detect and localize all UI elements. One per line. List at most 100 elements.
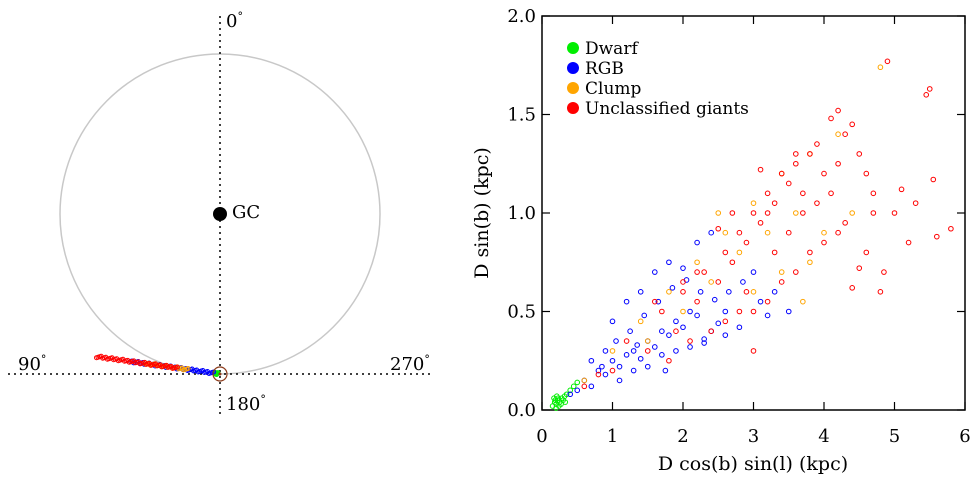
data-point-unclassified-giants [877, 289, 884, 295]
data-point-unclassified-giants [694, 269, 700, 275]
data-point-unclassified-giants [764, 298, 771, 305]
data-point-clump [778, 269, 785, 275]
data-point-unclassified-giants [785, 229, 792, 236]
x-tick-label: 2 [677, 426, 688, 447]
data-point-unclassified-giants [870, 190, 877, 197]
legend-marker [567, 42, 579, 54]
data-point-clump [666, 289, 672, 295]
data-point-unclassified-giants [673, 328, 679, 335]
data-point-clump [581, 377, 588, 384]
data-point-unclassified-giants [680, 289, 686, 295]
data-point-rgb [687, 308, 693, 315]
data-point-unclassified-giants [729, 210, 736, 216]
data-point-rgb [623, 352, 630, 358]
data-point-unclassified-giants [835, 160, 841, 167]
legend-marker [567, 102, 579, 114]
data-point-rgb [711, 296, 718, 303]
data-point-unclassified-giants [609, 367, 616, 374]
data-point-unclassified-giants [757, 166, 764, 173]
legend-marker [567, 62, 579, 74]
data-point-unclassified-giants [930, 176, 937, 183]
data-point-unclassified-giants [863, 170, 870, 177]
data-point-unclassified-giants [659, 308, 665, 315]
data-point-rgb [588, 357, 595, 364]
data-point-rgb [669, 285, 676, 291]
data-point-unclassified-giants [905, 239, 912, 246]
data-point-rgb [764, 312, 771, 319]
data-point-rgb [662, 367, 669, 374]
gc-label: GC [232, 202, 260, 223]
data-point-unclassified-giants [842, 220, 848, 226]
data-point-dwarf [567, 387, 574, 394]
legend-label: RGB [585, 59, 624, 79]
data-point-unclassified-giants [849, 121, 856, 128]
data-point-rgb [680, 324, 686, 331]
data-point-rgb [637, 289, 644, 295]
data-point-rgb [740, 279, 746, 285]
data-point-rgb [655, 298, 662, 305]
data-point-clump [722, 229, 729, 236]
data-point-rgb [666, 332, 672, 338]
y-tick-label: 1.5 [507, 105, 536, 126]
legend-marker [567, 82, 579, 94]
data-point-clump [680, 308, 686, 315]
left-panel-points [94, 353, 221, 378]
data-point-unclassified-giants [694, 298, 700, 305]
data-point-clump [849, 210, 856, 216]
data-point-unclassified-giants [743, 239, 750, 246]
data-point-rgb [627, 328, 633, 335]
data-point-unclassified-giants [912, 200, 919, 206]
data-point-unclassified-giants [757, 220, 764, 226]
data-point-rgb [630, 348, 637, 354]
data-point-unclassified-giants [800, 190, 806, 197]
galactic-center-marker [213, 207, 227, 221]
data-point-unclassified-giants [750, 308, 757, 315]
data-point-unclassified-giants [863, 249, 870, 256]
data-point-rgb [673, 348, 679, 354]
x-tick-label: 0 [536, 426, 547, 447]
sun-marker [212, 366, 228, 382]
data-point-unclassified-giants [750, 210, 757, 216]
data-point-rgb [715, 320, 722, 327]
data-point-unclassified-giants [821, 239, 827, 246]
data-point-clump [637, 318, 644, 325]
data-point-unclassified-giants [715, 225, 722, 232]
data-point-unclassified-giants [581, 383, 588, 390]
data-point-unclassified-giants [870, 210, 877, 216]
data-point-rgb [595, 367, 602, 374]
data-point-unclassified-giants [722, 249, 729, 256]
data-point-clump [750, 200, 757, 206]
data-point-unclassified-giants [821, 170, 827, 177]
data-point-rgb [588, 383, 595, 390]
data-point-unclassified-giants [835, 229, 841, 236]
data-point-unclassified-giants [652, 298, 658, 305]
data-point-unclassified-giants [729, 259, 736, 266]
data-point-unclassified-giants [764, 210, 771, 216]
data-point-unclassified-giants [708, 328, 715, 335]
x-tick-label: 4 [818, 426, 829, 447]
data-point-rgb [701, 336, 707, 342]
data-point-rgb [673, 318, 679, 325]
data-point-unclassified-giants [623, 338, 630, 344]
data-point-unclassified-giants [891, 210, 898, 216]
data-point-unclassified-giants [778, 279, 785, 285]
data-point-rgb [634, 342, 640, 348]
data-point-unclassified-giants [785, 180, 792, 187]
legend-label: Unclassified giants [585, 99, 749, 119]
data-point-unclassified-giants [743, 289, 750, 295]
data-point-rgb [652, 344, 658, 350]
data-point-unclassified-giants [884, 58, 891, 65]
x-axis-label: D cos(b) sin(l) (kpc) [658, 453, 848, 475]
data-point-unclassified-giants [666, 357, 672, 364]
data-point-rgb [637, 355, 644, 362]
data-point-unclassified-giants [736, 308, 743, 315]
data-point-unclassified-giants [807, 151, 813, 157]
data-point-rgb [644, 363, 651, 370]
data-point-rgb [771, 289, 778, 295]
data-point-unclassified-giants [778, 170, 785, 177]
data-point-dwarf [574, 379, 581, 386]
data-point-rgb [574, 387, 581, 394]
data-point-rgb [694, 312, 700, 319]
data-point-rgb [680, 265, 686, 271]
